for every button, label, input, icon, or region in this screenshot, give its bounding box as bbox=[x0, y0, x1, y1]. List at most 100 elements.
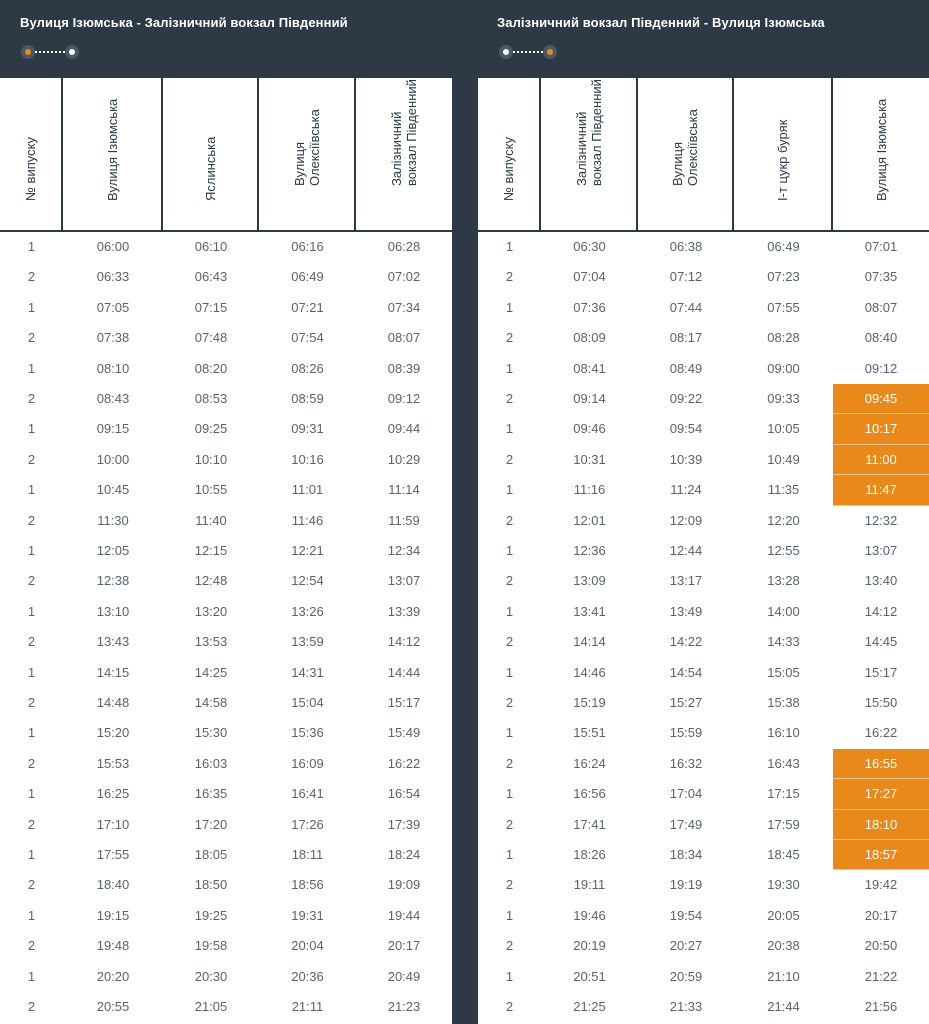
cell-stop-1: 06:30 bbox=[573, 239, 606, 254]
table-row: 2 13:43 13:53 13:59 14:12 bbox=[0, 627, 452, 657]
cell-stop-2: 14:25 bbox=[194, 664, 228, 680]
cell-release-number: 1 bbox=[27, 299, 36, 315]
cell-stop-2: 07:15 bbox=[194, 299, 228, 315]
cell-stop-4: 07:35 bbox=[864, 269, 898, 285]
table-row: 2 20:19 20:27 20:38 20:50 bbox=[478, 931, 929, 961]
table-row: 2 09:14 09:22 09:33 09:45 bbox=[478, 384, 929, 415]
table-row: 1 09:46 09:54 10:05 10:17 bbox=[478, 414, 929, 445]
cell-stop-4: 10:29 bbox=[387, 451, 421, 467]
cell-stop-2: 18:34 bbox=[669, 847, 703, 862]
cell-stop-3: 14:31 bbox=[291, 664, 324, 680]
cell-stop-3: 20:05 bbox=[767, 907, 800, 923]
cell-stop-1: 07:04 bbox=[573, 269, 606, 285]
cell-stop-3: 12:54 bbox=[291, 573, 324, 589]
cell-stop-1: 12:38 bbox=[96, 573, 130, 589]
cell-stop-2: 17:20 bbox=[194, 816, 228, 832]
route-end-dot-icon bbox=[65, 45, 79, 59]
table-row: 1 20:20 20:30 20:36 20:49 bbox=[0, 962, 452, 992]
table-row: 2 08:09 08:17 08:28 08:40 bbox=[478, 323, 929, 353]
route-title: Вулиця Ізюмська - Залізничний вокзал Пів… bbox=[20, 15, 348, 30]
table-row: 1 17:55 18:05 18:11 18:24 bbox=[0, 840, 452, 870]
cell-stop-1: 15:53 bbox=[96, 755, 130, 771]
cell-stop-1: 07:36 bbox=[573, 299, 606, 315]
cell-stop-2: 19:25 bbox=[194, 907, 228, 923]
cell-stop-4: 13:07 bbox=[387, 573, 421, 589]
table-row: 1 12:36 12:44 12:55 13:07 bbox=[478, 536, 929, 566]
cell-stop-2: 14:22 bbox=[669, 634, 703, 650]
cell-release-number: 1 bbox=[27, 482, 36, 498]
cell-stop-1: 10:45 bbox=[96, 482, 130, 498]
cell-release-number: 2 bbox=[505, 573, 514, 589]
column-header-stop-1: Залізничний вокзал Південний bbox=[541, 78, 638, 230]
table-header: № випуску Залізничний вокзал Південний Вул… bbox=[478, 78, 929, 232]
table-row: 1 11:16 11:24 11:35 11:47 bbox=[478, 475, 929, 506]
cell-stop-1: 20:20 bbox=[96, 968, 130, 984]
cell-stop-2: 10:55 bbox=[194, 482, 228, 498]
cell-stop-3: 14:00 bbox=[767, 603, 800, 619]
cell-stop-4: 07:01 bbox=[864, 239, 898, 254]
cell-stop-3: 16:43 bbox=[767, 755, 800, 771]
cell-stop-3: 13:59 bbox=[291, 634, 324, 650]
cell-stop-1: 19:46 bbox=[573, 907, 606, 923]
cell-release-number: 2 bbox=[27, 634, 36, 650]
cell-release-number: 1 bbox=[27, 360, 36, 376]
panel-header: Залізничний вокзал Південний - Вулиця Із… bbox=[478, 0, 929, 78]
cell-stop-3: 20:38 bbox=[767, 938, 800, 954]
cell-stop-4: 16:55 bbox=[833, 748, 929, 780]
cell-release-number: 1 bbox=[27, 421, 36, 437]
cell-release-number: 2 bbox=[505, 269, 514, 285]
cell-stop-3: 07:55 bbox=[767, 299, 800, 315]
cell-stop-4: 20:49 bbox=[387, 968, 421, 984]
table-row: 2 07:04 07:12 07:23 07:35 bbox=[478, 262, 929, 292]
cell-release-number: 1 bbox=[505, 725, 514, 741]
table-row: 1 12:05 12:15 12:21 12:34 bbox=[0, 536, 452, 566]
cell-stop-4: 15:50 bbox=[864, 695, 898, 710]
cell-stop-3: 11:01 bbox=[291, 482, 324, 498]
cell-release-number: 1 bbox=[505, 360, 514, 376]
cell-stop-1: 16:56 bbox=[573, 786, 606, 802]
cell-stop-3: 07:23 bbox=[767, 269, 800, 285]
cell-stop-1: 07:38 bbox=[96, 330, 130, 346]
cell-stop-4: 08:07 bbox=[387, 330, 421, 346]
cell-stop-3: 15:38 bbox=[767, 695, 800, 710]
cell-stop-3: 17:26 bbox=[291, 816, 324, 832]
cell-stop-4: 21:23 bbox=[387, 999, 421, 1014]
cell-stop-2: 20:30 bbox=[194, 968, 228, 984]
table-row: 2 20:55 21:05 21:11 21:23 bbox=[0, 992, 452, 1022]
cell-stop-1: 15:20 bbox=[96, 725, 130, 741]
cell-stop-2: 12:09 bbox=[669, 512, 703, 528]
column-header-stop-2: Яслинська bbox=[163, 78, 259, 230]
cell-stop-1: 13:10 bbox=[96, 603, 130, 619]
cell-stop-2: 17:04 bbox=[669, 786, 703, 802]
cell-release-number: 1 bbox=[505, 421, 514, 437]
table-row: 2 21:25 21:33 21:44 21:56 bbox=[478, 992, 929, 1022]
cell-stop-3: 17:59 bbox=[767, 816, 800, 832]
table-row: 2 11:30 11:40 11:46 11:59 bbox=[0, 506, 452, 536]
table-row: 2 12:01 12:09 12:20 12:32 bbox=[478, 506, 929, 536]
cell-stop-1: 14:14 bbox=[573, 634, 606, 650]
cell-stop-2: 17:49 bbox=[669, 816, 703, 832]
cell-stop-4: 14:12 bbox=[387, 634, 421, 650]
cell-stop-4: 20:50 bbox=[864, 938, 898, 954]
schedule-panel-right: Залізничний вокзал Південний - Вулиця Із… bbox=[478, 0, 929, 1024]
cell-release-number: 2 bbox=[27, 330, 36, 346]
cell-release-number: 1 bbox=[505, 847, 514, 862]
cell-stop-4: 14:45 bbox=[864, 634, 898, 650]
cell-stop-2: 20:27 bbox=[669, 938, 703, 954]
cell-stop-2: 11:24 bbox=[670, 482, 702, 498]
cell-stop-1: 20:55 bbox=[96, 999, 130, 1014]
cell-stop-4: 21:22 bbox=[864, 968, 898, 984]
cell-stop-4: 15:17 bbox=[387, 695, 421, 710]
cell-stop-2: 09:22 bbox=[669, 391, 703, 406]
column-header-label: Вулиця Ізюмська bbox=[104, 98, 120, 201]
table-row: 2 19:48 19:58 20:04 20:17 bbox=[0, 931, 452, 961]
cell-release-number: 1 bbox=[27, 847, 36, 862]
cell-stop-4: 10:17 bbox=[833, 414, 929, 445]
route-dotted-line-icon bbox=[35, 51, 65, 53]
table-row: 1 16:56 17:04 17:15 17:27 bbox=[478, 779, 929, 810]
table-row: 1 14:46 14:54 15:05 15:17 bbox=[478, 658, 929, 688]
column-header-stop-2: Вулиця Олексіївська bbox=[638, 78, 734, 230]
cell-stop-3: 13:26 bbox=[291, 603, 324, 619]
cell-stop-1: 09:14 bbox=[573, 391, 606, 406]
cell-stop-1: 12:36 bbox=[573, 543, 606, 558]
